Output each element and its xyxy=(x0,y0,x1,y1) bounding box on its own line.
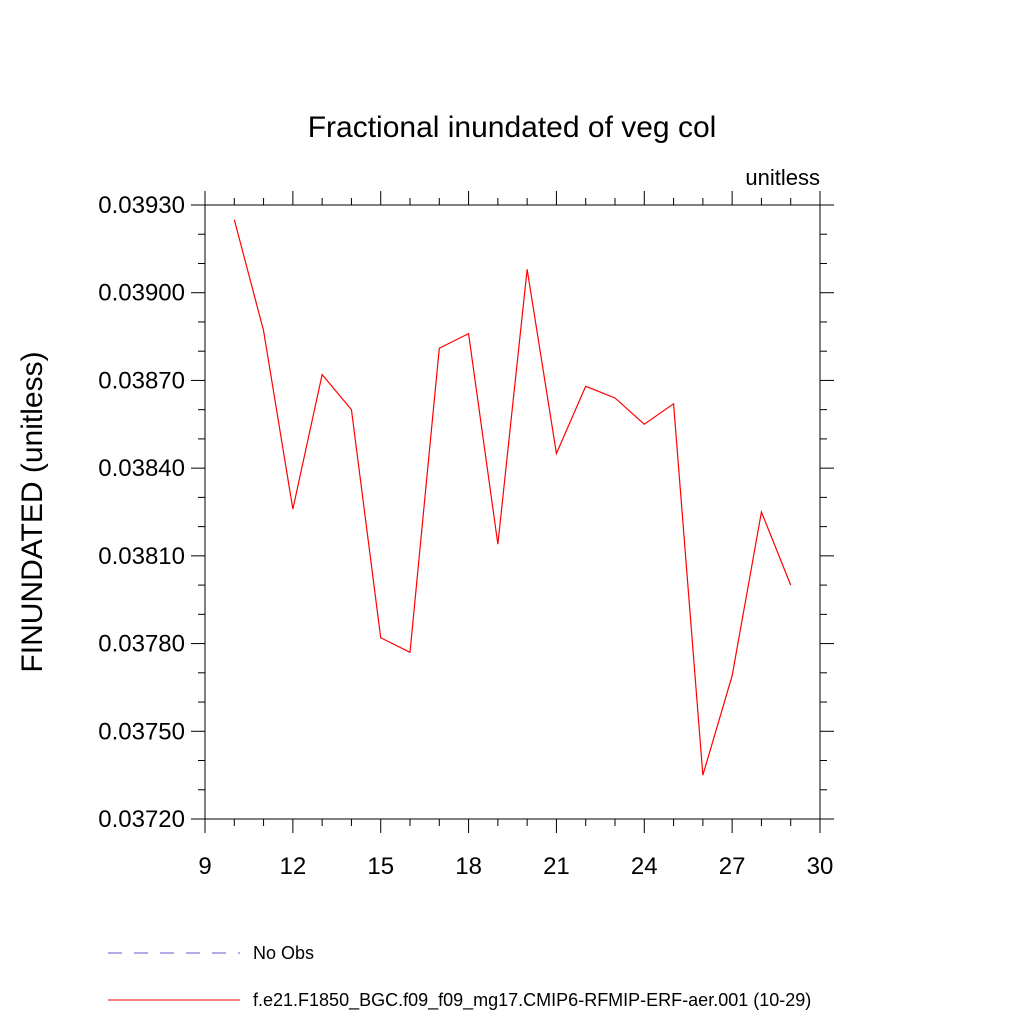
y-tick-label: 0.03900 xyxy=(98,280,185,307)
x-tick-label: 21 xyxy=(543,853,570,880)
y-tick-label: 0.03840 xyxy=(98,455,185,482)
series-line xyxy=(233,219,792,776)
chart-title: Fractional inundated of veg col xyxy=(308,111,717,144)
x-tick-label: 24 xyxy=(631,853,658,880)
y-tick-label: 0.03810 xyxy=(98,543,185,570)
x-tick-label: 18 xyxy=(455,853,482,880)
units-label: unitless xyxy=(745,165,820,190)
series-layer xyxy=(233,219,792,776)
y-tick-label: 0.03780 xyxy=(98,631,185,658)
y-tick-label: 0.03870 xyxy=(98,367,185,394)
y-tick-label: 0.03720 xyxy=(98,806,185,833)
ticks-layer: 9 12 15 18 21 24 27 30 0.03720 0.03750 0.03780 0.03… xyxy=(98,191,834,880)
x-tick-label: 30 xyxy=(807,853,834,880)
x-tick-label: 15 xyxy=(367,853,394,880)
legend-label: No Obs xyxy=(253,943,314,963)
y-axis-label: FINUNDATED (unitless) xyxy=(16,351,49,672)
x-tick-label: 27 xyxy=(719,853,746,880)
legend-label: f.e21.F1850_BGC.f09_f09_mg17.CMIP6-RFMIP… xyxy=(253,990,811,1011)
x-tick-label: 9 xyxy=(198,853,211,880)
y-tick-label: 0.03750 xyxy=(98,718,185,745)
y-tick-label: 0.03930 xyxy=(98,192,185,219)
x-tick-label: 12 xyxy=(280,853,307,880)
legend: No Obs f.e21.F1850_BGC.f09_f09_mg17.CMIP6… xyxy=(108,943,811,1011)
plot-frame xyxy=(204,204,821,820)
